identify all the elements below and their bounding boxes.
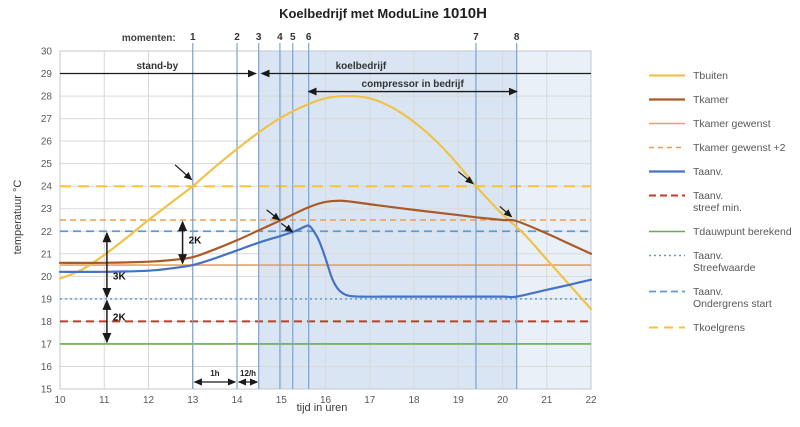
y-tick-label: 24	[41, 182, 53, 193]
pointer-arrow	[280, 222, 294, 233]
legend-swatch	[649, 170, 685, 173]
legend-item: Taanv.	[648, 166, 800, 178]
delta-label: 2K	[113, 312, 127, 323]
x-tick-label: 15	[276, 395, 288, 406]
x-tick-label: 21	[541, 395, 553, 406]
moment-number: 6	[306, 32, 312, 43]
moment-number: 5	[290, 32, 296, 43]
moment-number: 1	[190, 32, 196, 43]
y-tick-label: 30	[41, 47, 53, 58]
pointer-arrow	[266, 209, 281, 221]
interval-label: 1h	[210, 369, 219, 378]
legend-label: Tkamer gewenst +2	[693, 142, 786, 154]
series-taanv	[58, 224, 593, 299]
x-tick-label: 19	[453, 395, 465, 406]
legend-item: Taanv. Ondergrens start	[648, 286, 800, 310]
phase-label: compressor in bedrijf	[362, 79, 465, 90]
x-tick-label: 20	[497, 395, 509, 406]
x-tick-label: 12	[143, 395, 155, 406]
y-tick-label: 20	[41, 272, 53, 283]
x-tick-label: 18	[408, 395, 420, 406]
x-axis-title: tijd in uren	[296, 402, 348, 414]
series-tkamer	[58, 199, 593, 264]
legend-label: Tdauwpunt berekend	[693, 226, 792, 238]
y-tick-label: 29	[41, 69, 53, 80]
x-tick-label: 11	[99, 395, 110, 406]
legend-item: Tkamer gewenst +2	[648, 142, 800, 154]
x-tick-label: 13	[187, 395, 199, 406]
y-tick-label: 19	[41, 294, 53, 305]
legend-label: Taanv. Streefwaarde	[693, 250, 756, 274]
y-tick-label: 25	[41, 159, 53, 170]
legend-label: Taanv. streef min.	[693, 190, 743, 214]
chart-title-main: Koelbedrijf met ModuLine	[279, 6, 439, 21]
legend-swatch	[649, 326, 685, 329]
y-tick-label: 28	[41, 92, 53, 103]
moment-number: 4	[277, 32, 283, 43]
legend-label: Taanv. Ondergrens start	[693, 286, 772, 310]
phase-label: stand-by	[137, 61, 179, 72]
y-tick-label: 16	[41, 362, 53, 373]
momenten-caption: momenten:	[122, 33, 176, 44]
legend-item: Tkamer gewenst	[648, 118, 800, 130]
moment-number: 3	[256, 32, 262, 43]
x-tick-label: 17	[364, 395, 376, 406]
legend-swatch	[649, 290, 685, 293]
legend-item: Taanv. streef min.	[648, 190, 800, 214]
moment-number: 8	[514, 32, 520, 43]
chart-title-model: 1010H	[442, 5, 487, 22]
legend-swatch	[649, 98, 685, 101]
legend-swatch	[649, 194, 685, 197]
delta-label: 2K	[189, 236, 203, 247]
legend-swatch	[649, 230, 685, 233]
moment-number: 7	[473, 32, 479, 43]
legend-swatch	[649, 146, 685, 149]
pointer-arrow	[174, 164, 193, 181]
x-tick-label: 16	[320, 395, 332, 406]
y-tick-label: 18	[41, 317, 53, 328]
pointer-arrow	[457, 171, 474, 185]
legend-item: Tdauwpunt berekend	[648, 226, 800, 238]
delta-label: 3K	[113, 272, 127, 283]
phase-label: koelbedrijf	[336, 61, 387, 72]
x-tick-label: 10	[54, 395, 66, 406]
y-tick-label: 22	[41, 227, 53, 238]
legend-swatch	[649, 74, 685, 77]
y-tick-label: 17	[41, 339, 53, 350]
series-tbuiten	[58, 94, 593, 311]
legend-item: Tbuiten	[648, 70, 800, 82]
shading-band	[258, 51, 517, 389]
legend-item: Taanv. Streefwaarde	[648, 250, 800, 274]
y-axis-title: temperatuur °C	[12, 179, 24, 255]
legend: Tbuiten Tkamer Tkamer gewenst Tkamer gewens…	[648, 70, 800, 346]
x-tick-label: 14	[231, 395, 243, 406]
y-tick-label: 15	[41, 385, 53, 396]
y-tick-label: 23	[41, 204, 53, 215]
pointer-arrow	[499, 206, 513, 218]
legend-label: Tkamer	[693, 94, 729, 106]
legend-item: Tkoelgrens	[648, 322, 800, 334]
legend-swatch	[649, 122, 685, 125]
legend-label: Tbuiten	[693, 70, 729, 82]
interval-label: 12/h	[240, 369, 256, 378]
legend-label: Tkoelgrens	[693, 322, 745, 334]
y-tick-label: 26	[41, 137, 53, 148]
y-tick-label: 21	[41, 249, 53, 260]
legend-item: Tkamer	[648, 94, 800, 106]
y-tick-label: 27	[41, 114, 53, 125]
legend-label: Taanv.	[693, 166, 724, 178]
legend-label: Tkamer gewenst	[693, 118, 771, 130]
page-title: Koelbedrijf met ModuLine 1010H	[279, 5, 487, 22]
moment-number: 2	[234, 32, 240, 43]
legend-swatch	[649, 254, 685, 257]
x-tick-label: 22	[585, 395, 597, 406]
